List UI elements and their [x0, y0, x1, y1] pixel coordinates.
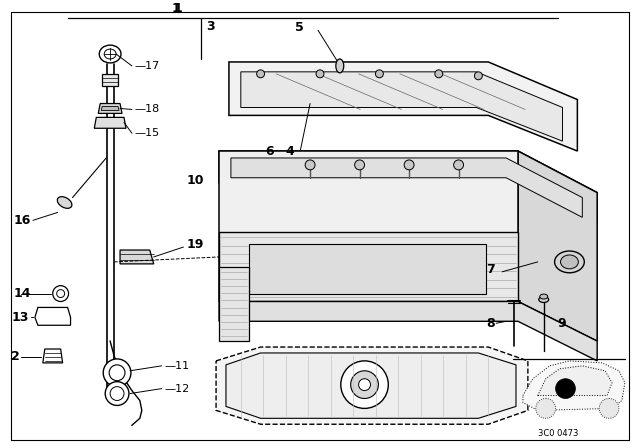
Text: 10: 10 — [186, 174, 204, 187]
Ellipse shape — [539, 297, 548, 302]
Text: —12: —12 — [164, 383, 190, 394]
Polygon shape — [219, 151, 518, 302]
Polygon shape — [523, 361, 625, 410]
Text: 9: 9 — [557, 317, 566, 330]
Text: —18: —18 — [135, 104, 160, 114]
Polygon shape — [120, 250, 154, 264]
Circle shape — [110, 387, 124, 401]
Text: 1: 1 — [172, 2, 180, 15]
Polygon shape — [229, 62, 577, 151]
Text: 4: 4 — [285, 145, 294, 158]
Circle shape — [474, 72, 483, 80]
Circle shape — [305, 160, 315, 170]
Circle shape — [52, 286, 68, 302]
Polygon shape — [94, 117, 126, 128]
Circle shape — [556, 379, 575, 399]
Text: 19: 19 — [186, 237, 204, 250]
Text: 8: 8 — [486, 317, 495, 330]
Circle shape — [355, 160, 365, 170]
Circle shape — [404, 160, 414, 170]
Text: —17: —17 — [135, 61, 160, 71]
Circle shape — [358, 379, 371, 391]
Ellipse shape — [336, 59, 344, 73]
Circle shape — [57, 289, 65, 297]
Polygon shape — [219, 232, 518, 302]
Polygon shape — [101, 107, 119, 111]
Text: 14: 14 — [13, 287, 31, 300]
Polygon shape — [538, 366, 612, 396]
Text: 16: 16 — [13, 214, 31, 227]
Circle shape — [376, 70, 383, 78]
Circle shape — [109, 365, 125, 381]
Polygon shape — [518, 151, 597, 341]
Ellipse shape — [58, 197, 72, 208]
Text: 3: 3 — [206, 20, 215, 33]
Text: 6: 6 — [266, 145, 274, 158]
Polygon shape — [226, 353, 516, 418]
Text: 13: 13 — [11, 311, 29, 324]
Text: —15: —15 — [135, 128, 160, 138]
Polygon shape — [216, 347, 528, 424]
Text: 2: 2 — [11, 350, 20, 363]
Polygon shape — [231, 158, 582, 217]
Circle shape — [316, 70, 324, 78]
Text: 1: 1 — [173, 2, 182, 15]
Polygon shape — [219, 267, 249, 341]
Ellipse shape — [99, 45, 121, 63]
Ellipse shape — [104, 49, 116, 59]
Polygon shape — [99, 103, 122, 113]
Ellipse shape — [540, 294, 548, 299]
Polygon shape — [241, 72, 563, 141]
Ellipse shape — [555, 251, 584, 273]
Text: 5: 5 — [295, 21, 304, 34]
Polygon shape — [35, 307, 70, 325]
Circle shape — [435, 70, 443, 78]
Ellipse shape — [561, 255, 579, 269]
Circle shape — [351, 371, 378, 399]
Polygon shape — [219, 302, 597, 361]
Polygon shape — [249, 244, 486, 293]
Polygon shape — [43, 349, 63, 363]
Circle shape — [105, 382, 129, 405]
Polygon shape — [102, 74, 118, 86]
Circle shape — [340, 361, 388, 409]
Polygon shape — [219, 151, 597, 222]
Circle shape — [536, 399, 556, 418]
Circle shape — [454, 160, 463, 170]
Circle shape — [599, 399, 619, 418]
Text: 3C0 0473: 3C0 0473 — [538, 429, 579, 438]
Circle shape — [257, 70, 264, 78]
Circle shape — [103, 359, 131, 387]
Text: —11: —11 — [164, 361, 189, 371]
Text: 7: 7 — [486, 263, 495, 276]
